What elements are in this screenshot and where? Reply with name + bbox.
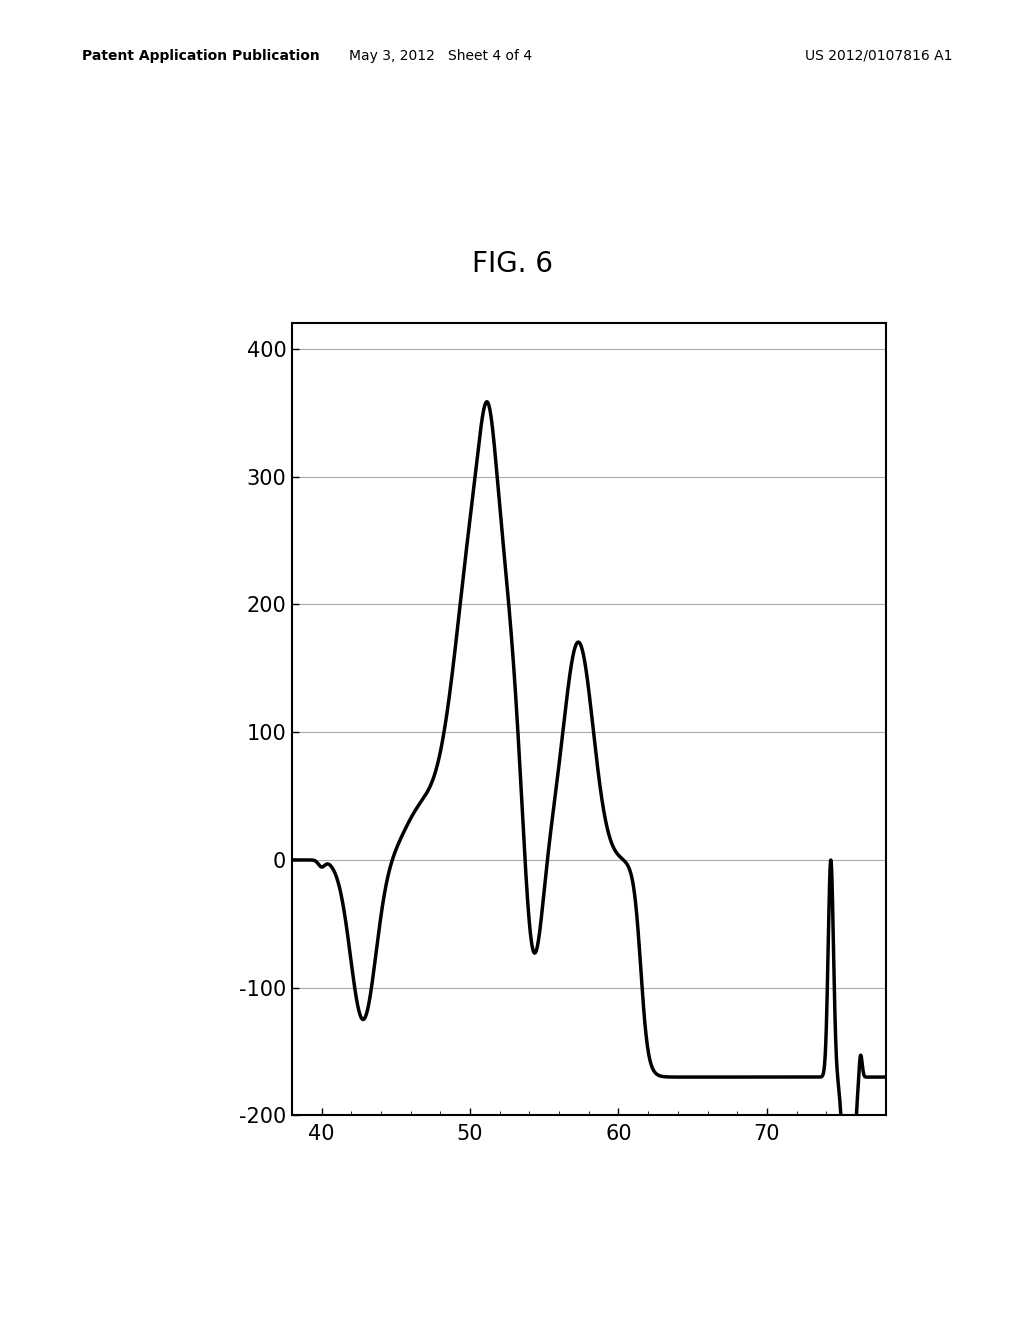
Text: FIG. 6: FIG. 6 xyxy=(471,249,553,279)
Text: May 3, 2012   Sheet 4 of 4: May 3, 2012 Sheet 4 of 4 xyxy=(349,49,531,63)
Text: US 2012/0107816 A1: US 2012/0107816 A1 xyxy=(805,49,952,63)
Text: Patent Application Publication: Patent Application Publication xyxy=(82,49,319,63)
